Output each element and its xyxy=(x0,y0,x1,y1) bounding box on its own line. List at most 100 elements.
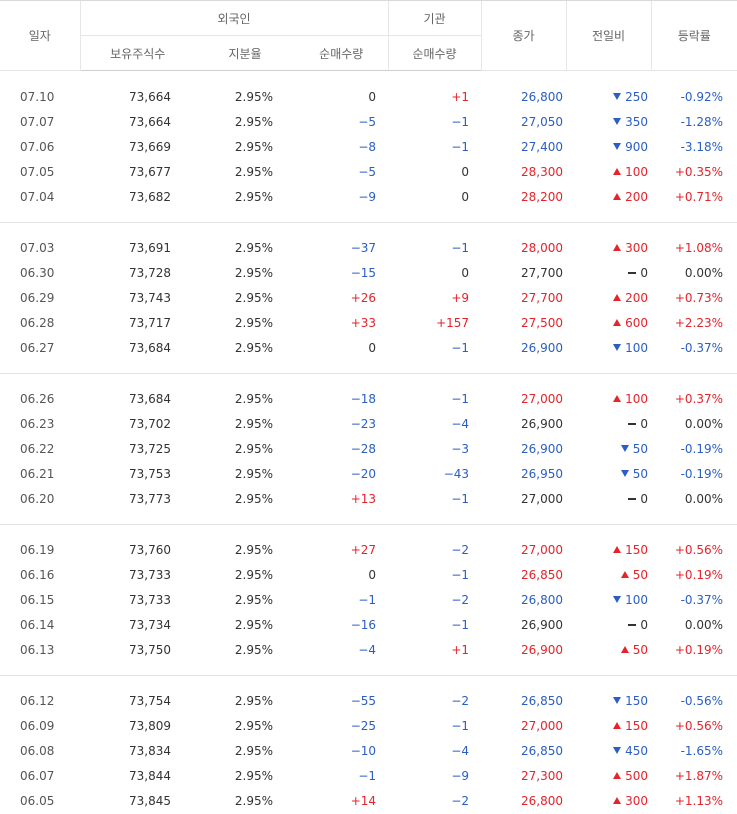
date: 06.15 xyxy=(20,592,55,607)
holdings: 73,669 xyxy=(129,139,171,154)
close-cell: 27,300 xyxy=(481,763,566,788)
date-cell: 06.20 xyxy=(0,486,80,511)
rate: 0.00% xyxy=(684,416,724,431)
ratio-cell: 2.95% xyxy=(195,109,295,134)
ratio-cell: 2.95% xyxy=(195,310,295,335)
institution-net-cell: 0 xyxy=(388,260,481,285)
date-cell: 06.09 xyxy=(0,713,80,738)
close: 27,000 xyxy=(521,718,564,733)
holdings: 73,728 xyxy=(129,265,171,280)
foreign-net: −15 xyxy=(350,265,377,280)
change-cell: 900 xyxy=(566,134,651,159)
rate: +0.73% xyxy=(674,290,724,305)
change-cell: 0 xyxy=(566,486,651,511)
institution-net-cell: −2 xyxy=(388,688,481,713)
holdings-cell: 73,734 xyxy=(80,612,195,637)
rate-cell: -0.19% xyxy=(651,436,737,461)
change-cell: 450 xyxy=(566,738,651,763)
rate: -0.19% xyxy=(680,441,724,456)
date: 06.19 xyxy=(20,542,55,557)
date-cell: 06.21 xyxy=(0,461,80,486)
institution-net-cell: −2 xyxy=(388,537,481,562)
table-row: 06.14 73,734 2.95% −16 −1 26,900 0 0.00% xyxy=(0,612,737,637)
date-cell: 06.16 xyxy=(0,562,80,587)
holdings-cell: 73,750 xyxy=(80,637,195,662)
ratio-cell: 2.95% xyxy=(195,486,295,511)
ratio: 2.95% xyxy=(234,139,273,154)
ratio: 2.95% xyxy=(234,642,273,657)
ratio: 2.95% xyxy=(234,793,273,808)
group-separator xyxy=(0,360,737,386)
rate-cell: +2.23% xyxy=(651,310,737,335)
institution-net: −4 xyxy=(451,416,470,431)
table-row: 06.20 73,773 2.95% +13 −1 27,000 0 0.00% xyxy=(0,486,737,511)
ratio-cell: 2.95% xyxy=(195,688,295,713)
ratio-cell: 2.95% xyxy=(195,763,295,788)
rate: +1.08% xyxy=(674,240,724,255)
holdings: 73,845 xyxy=(129,793,171,808)
foreign-net-cell: +27 xyxy=(295,537,388,562)
close: 26,850 xyxy=(521,567,564,582)
foreign-net-cell: 0 xyxy=(295,84,388,109)
close: 27,700 xyxy=(521,265,564,280)
header-cell: 종가 xyxy=(480,0,567,71)
institution-net: +1 xyxy=(451,642,470,657)
ratio: 2.95% xyxy=(234,340,273,355)
institution-net-cell: +9 xyxy=(388,285,481,310)
ratio: 2.95% xyxy=(234,164,273,179)
date: 06.16 xyxy=(20,567,55,582)
change-cell: 300 xyxy=(566,788,651,813)
spacer-cell xyxy=(0,511,737,537)
holdings-cell: 73,684 xyxy=(80,386,195,411)
trend-icon xyxy=(613,92,622,100)
ratio: 2.95% xyxy=(234,491,273,506)
trend-icon xyxy=(628,623,637,626)
close-cell: 28,200 xyxy=(481,184,566,209)
close: 26,850 xyxy=(521,693,564,708)
rate-cell: +0.37% xyxy=(651,386,737,411)
rate-cell: +0.35% xyxy=(651,159,737,184)
rate-cell: 0.00% xyxy=(651,486,737,511)
rate-cell: +1.87% xyxy=(651,763,737,788)
close: 26,800 xyxy=(521,89,564,104)
change: 300 xyxy=(625,240,649,255)
close-cell: 28,300 xyxy=(481,159,566,184)
change-cell: 100 xyxy=(566,335,651,360)
table-row: 06.16 73,733 2.95% 0 −1 26,850 50 +0.19% xyxy=(0,562,737,587)
ratio-cell: 2.95% xyxy=(195,637,295,662)
date-cell: 06.30 xyxy=(0,260,80,285)
change-cell: 600 xyxy=(566,310,651,335)
foreign-net: −23 xyxy=(350,416,377,431)
date-cell: 06.29 xyxy=(0,285,80,310)
rate-cell: +0.56% xyxy=(651,537,737,562)
institution-net: −3 xyxy=(451,441,470,456)
rate-cell: +0.56% xyxy=(651,713,737,738)
date: 06.07 xyxy=(20,768,55,783)
institution-net: −2 xyxy=(451,693,470,708)
ratio-cell: 2.95% xyxy=(195,235,295,260)
holdings: 73,750 xyxy=(129,642,171,657)
holdings: 73,664 xyxy=(129,114,171,129)
spacer-cell xyxy=(0,71,737,85)
change: 0 xyxy=(640,617,649,632)
holdings: 73,733 xyxy=(129,592,171,607)
ratio: 2.95% xyxy=(234,89,273,104)
header-cell: 등락률 xyxy=(650,0,737,71)
rate-cell: -1.65% xyxy=(651,738,737,763)
foreign-net-cell: −5 xyxy=(295,159,388,184)
close: 27,000 xyxy=(521,542,564,557)
institution-net-cell: −2 xyxy=(388,788,481,813)
institution-net-cell: +157 xyxy=(388,310,481,335)
close-cell: 26,800 xyxy=(481,587,566,612)
holdings: 73,809 xyxy=(129,718,171,733)
table-row: 06.07 73,844 2.95% −1 −9 27,300 500 +1.87% xyxy=(0,763,737,788)
holdings-cell: 73,834 xyxy=(80,738,195,763)
close-cell: 28,000 xyxy=(481,235,566,260)
date: 06.28 xyxy=(20,315,55,330)
change: 100 xyxy=(625,340,649,355)
table-row: 07.05 73,677 2.95% −5 0 28,300 100 +0.35% xyxy=(0,159,737,184)
holdings-cell: 73,760 xyxy=(80,537,195,562)
institution-net-cell: −4 xyxy=(388,411,481,436)
change: 50 xyxy=(632,466,649,481)
